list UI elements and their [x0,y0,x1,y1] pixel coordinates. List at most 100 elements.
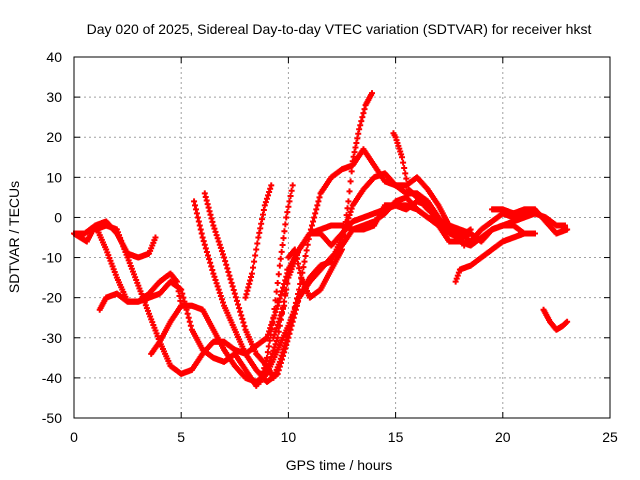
data-point [276,315,283,322]
data-point [220,299,227,306]
data-point [224,265,231,272]
data-point [340,232,347,239]
data-point [251,258,258,265]
data-point [347,208,354,215]
data-point [289,182,296,189]
data-point [217,244,224,251]
x-tick-label: 5 [177,429,185,445]
data-point [226,272,233,279]
data-point [296,265,303,272]
data-point [248,270,255,277]
data-point [268,326,275,333]
data-point [210,222,217,229]
data-point [275,299,282,306]
data-point [403,175,410,182]
data-point [339,246,345,253]
data-point [281,302,288,309]
data-point [272,328,279,335]
data-point [287,193,294,200]
data-point [564,226,571,233]
data-point [213,232,220,239]
data-point [282,290,289,297]
data-point [289,313,296,320]
data-point [203,248,210,255]
data-point [278,288,285,295]
data-point [206,256,213,263]
data-point [216,289,223,296]
data-point [306,230,313,237]
data-point [236,305,243,312]
data-point [225,268,232,275]
data-point [218,296,225,303]
data-point [358,118,365,125]
data-point [215,238,222,245]
data-point [280,284,287,291]
data-point [237,308,244,315]
data-point [402,170,409,177]
series-track-11 [390,130,468,249]
data-point [361,106,368,113]
data-point [261,202,268,209]
data-point [348,168,355,175]
data-point [455,269,462,276]
data-point [277,312,284,319]
data-point [347,178,354,185]
data-point [345,215,352,222]
y-tick-label: 20 [46,129,62,145]
series-track-7 [201,146,538,381]
x-axis-label: GPS time / hours [286,457,393,473]
data-point [286,198,293,205]
x-tick-label: 15 [388,429,404,445]
data-point [360,110,367,117]
data-point [346,188,353,195]
series-track-9 [257,182,296,385]
data-point [217,293,224,300]
y-tick-label: 0 [54,209,62,225]
data-point [292,299,299,306]
data-point [300,264,307,271]
x-tick-label: 25 [602,429,618,445]
data-point [454,272,461,279]
data-point [211,225,218,232]
data-point [267,185,274,192]
series-track-8 [242,182,275,301]
data-point [357,122,364,129]
data-point [280,235,287,242]
data-point [252,252,259,259]
data-point [231,290,238,297]
data-point [263,354,270,361]
data-point [305,236,312,243]
data-point [274,302,281,309]
data-point [304,241,311,248]
data-point [199,234,206,241]
data-point [308,222,315,229]
data-point [316,194,323,201]
data-point [287,321,294,328]
data-points [71,90,571,389]
data-point [200,238,207,245]
data-point [282,221,289,228]
data-point [314,202,321,209]
y-tick-label: 10 [46,169,62,185]
data-point [302,252,309,259]
data-point [290,308,297,315]
data-point [266,337,273,344]
x-tick-label: 0 [70,429,78,445]
data-point [285,330,292,337]
data-point [201,241,208,248]
data-point [229,283,236,290]
data-point [220,251,227,258]
data-point [295,291,302,298]
data-point [214,283,221,290]
data-point [288,317,295,324]
series-track-14 [540,306,571,333]
data-point [213,280,220,287]
data-point [277,291,284,298]
data-point [295,260,302,267]
x-tick-label: 20 [495,429,511,445]
data-point [235,301,242,308]
series-track-4 [96,270,185,313]
data-point [232,294,239,301]
data-point [227,276,234,283]
data-point [212,228,219,235]
